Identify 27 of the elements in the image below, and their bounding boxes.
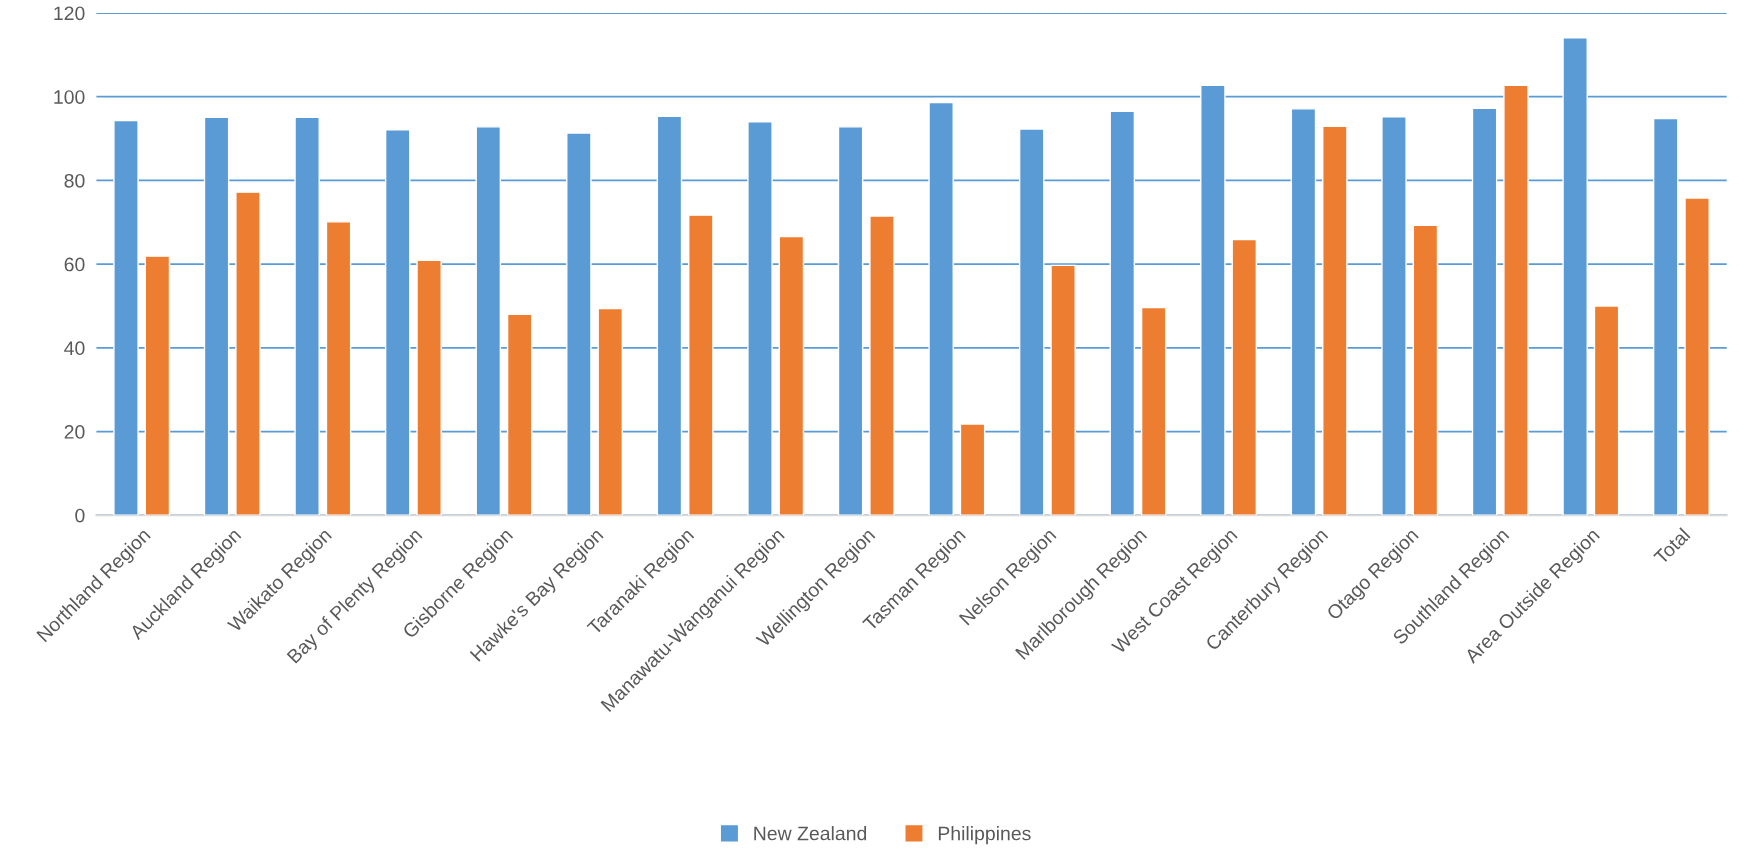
bar [1322,125,1348,516]
bar [1684,197,1710,516]
bar [869,215,895,516]
y-tick-label: 20 [64,425,85,439]
bar [1503,84,1529,516]
y-tick-label: 0 [75,508,85,523]
legend-label: Philippines [938,826,1031,845]
bar [506,313,533,516]
bar [688,214,714,516]
bar [235,191,261,516]
y-tick-label: 60 [64,257,85,272]
y-tick-label: 40 [64,341,85,356]
bar [144,255,171,516]
bar [1593,305,1620,516]
y-tick-label: 120 [54,6,85,21]
y-tick-label: 100 [54,90,85,104]
bar [1231,238,1258,516]
y-tick-label: 80 [64,173,85,188]
bar [1412,224,1439,516]
bar [778,235,805,516]
bar [959,423,986,516]
bar [1140,306,1167,516]
bar [1050,264,1076,516]
bar [416,259,442,516]
legend-label: New Zealand [754,826,867,841]
bar [325,221,352,516]
bar [597,307,624,516]
